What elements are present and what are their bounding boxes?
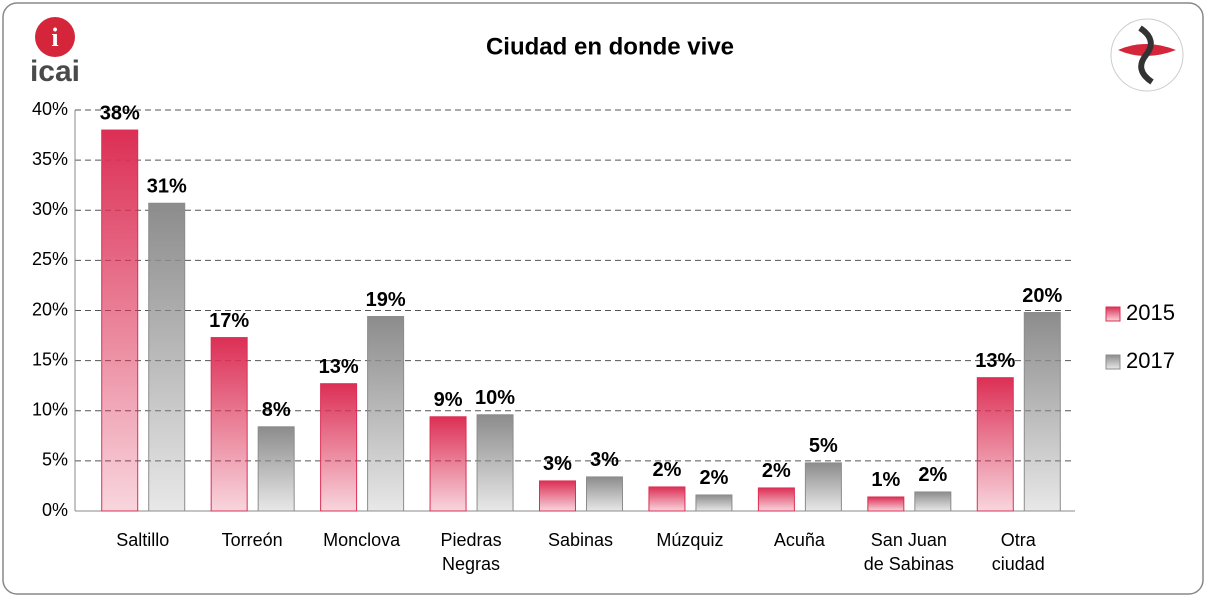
x-tick-label: Piedras Negras xyxy=(440,530,502,574)
data-label: 10% xyxy=(475,387,515,409)
y-tick-label: 30% xyxy=(32,199,68,219)
data-label: 8% xyxy=(262,399,291,421)
legend-swatch xyxy=(1105,354,1121,370)
bar xyxy=(867,496,905,512)
bar xyxy=(367,316,405,512)
bar xyxy=(757,487,795,512)
data-label: 17% xyxy=(209,310,249,332)
legend-swatch xyxy=(1105,306,1121,322)
data-label: 19% xyxy=(366,289,406,311)
y-tick-label: 0% xyxy=(42,500,68,520)
y-tick-label: 5% xyxy=(42,450,68,470)
y-tick-label: 15% xyxy=(32,349,68,369)
data-label: 2% xyxy=(762,460,791,482)
bar xyxy=(804,462,842,512)
legend-label: 2015 xyxy=(1126,300,1175,325)
data-label: 31% xyxy=(147,176,187,198)
bar xyxy=(429,416,467,512)
data-label: 1% xyxy=(871,469,900,491)
y-tick-label: 25% xyxy=(32,249,68,269)
y-tick-label: 10% xyxy=(32,400,68,420)
data-label: 13% xyxy=(319,356,359,378)
bar xyxy=(976,377,1014,512)
data-label: 5% xyxy=(809,435,838,457)
x-tick-label: Saltillo xyxy=(116,530,170,550)
bar xyxy=(257,426,295,512)
data-label: 38% xyxy=(100,102,140,124)
bar xyxy=(539,480,576,512)
bar xyxy=(210,337,248,512)
data-label: 3% xyxy=(543,453,572,475)
data-label: 9% xyxy=(434,389,463,411)
x-tick-label: Monclova xyxy=(323,530,401,550)
bar xyxy=(914,491,952,512)
logo-left: i icai xyxy=(30,17,80,88)
data-label: 13% xyxy=(975,350,1015,372)
chart-title: Ciudad en donde vive xyxy=(486,33,734,60)
x-tick-label: Otra ciudad xyxy=(991,530,1045,574)
x-tick-label: Acuña xyxy=(773,530,825,550)
bar xyxy=(148,202,186,512)
bar xyxy=(320,383,358,512)
bar xyxy=(1023,312,1061,512)
x-tick-label: Torreón xyxy=(221,530,283,550)
bar xyxy=(648,486,686,512)
y-tick-label: 20% xyxy=(32,299,68,319)
bar xyxy=(101,129,139,512)
logo-right xyxy=(1110,18,1184,92)
logo-text: icai xyxy=(30,55,80,88)
x-tick-label: Sabinas xyxy=(547,530,614,550)
bar xyxy=(476,414,514,512)
svg-text:i: i xyxy=(51,23,58,52)
bar xyxy=(695,494,733,512)
y-tick-label: 40% xyxy=(32,99,68,119)
x-tick-label: San Juan de Sabinas xyxy=(863,530,954,574)
y-tick-label: 35% xyxy=(32,149,68,169)
data-label: 3% xyxy=(590,449,619,471)
x-tick-label: Múzquiz xyxy=(656,530,724,550)
bar xyxy=(586,476,623,512)
data-label: 2% xyxy=(652,459,681,481)
data-label: 20% xyxy=(1022,285,1062,307)
legend-label: 2017 xyxy=(1126,348,1175,373)
data-label: 2% xyxy=(699,467,728,489)
data-label: 2% xyxy=(918,464,947,486)
